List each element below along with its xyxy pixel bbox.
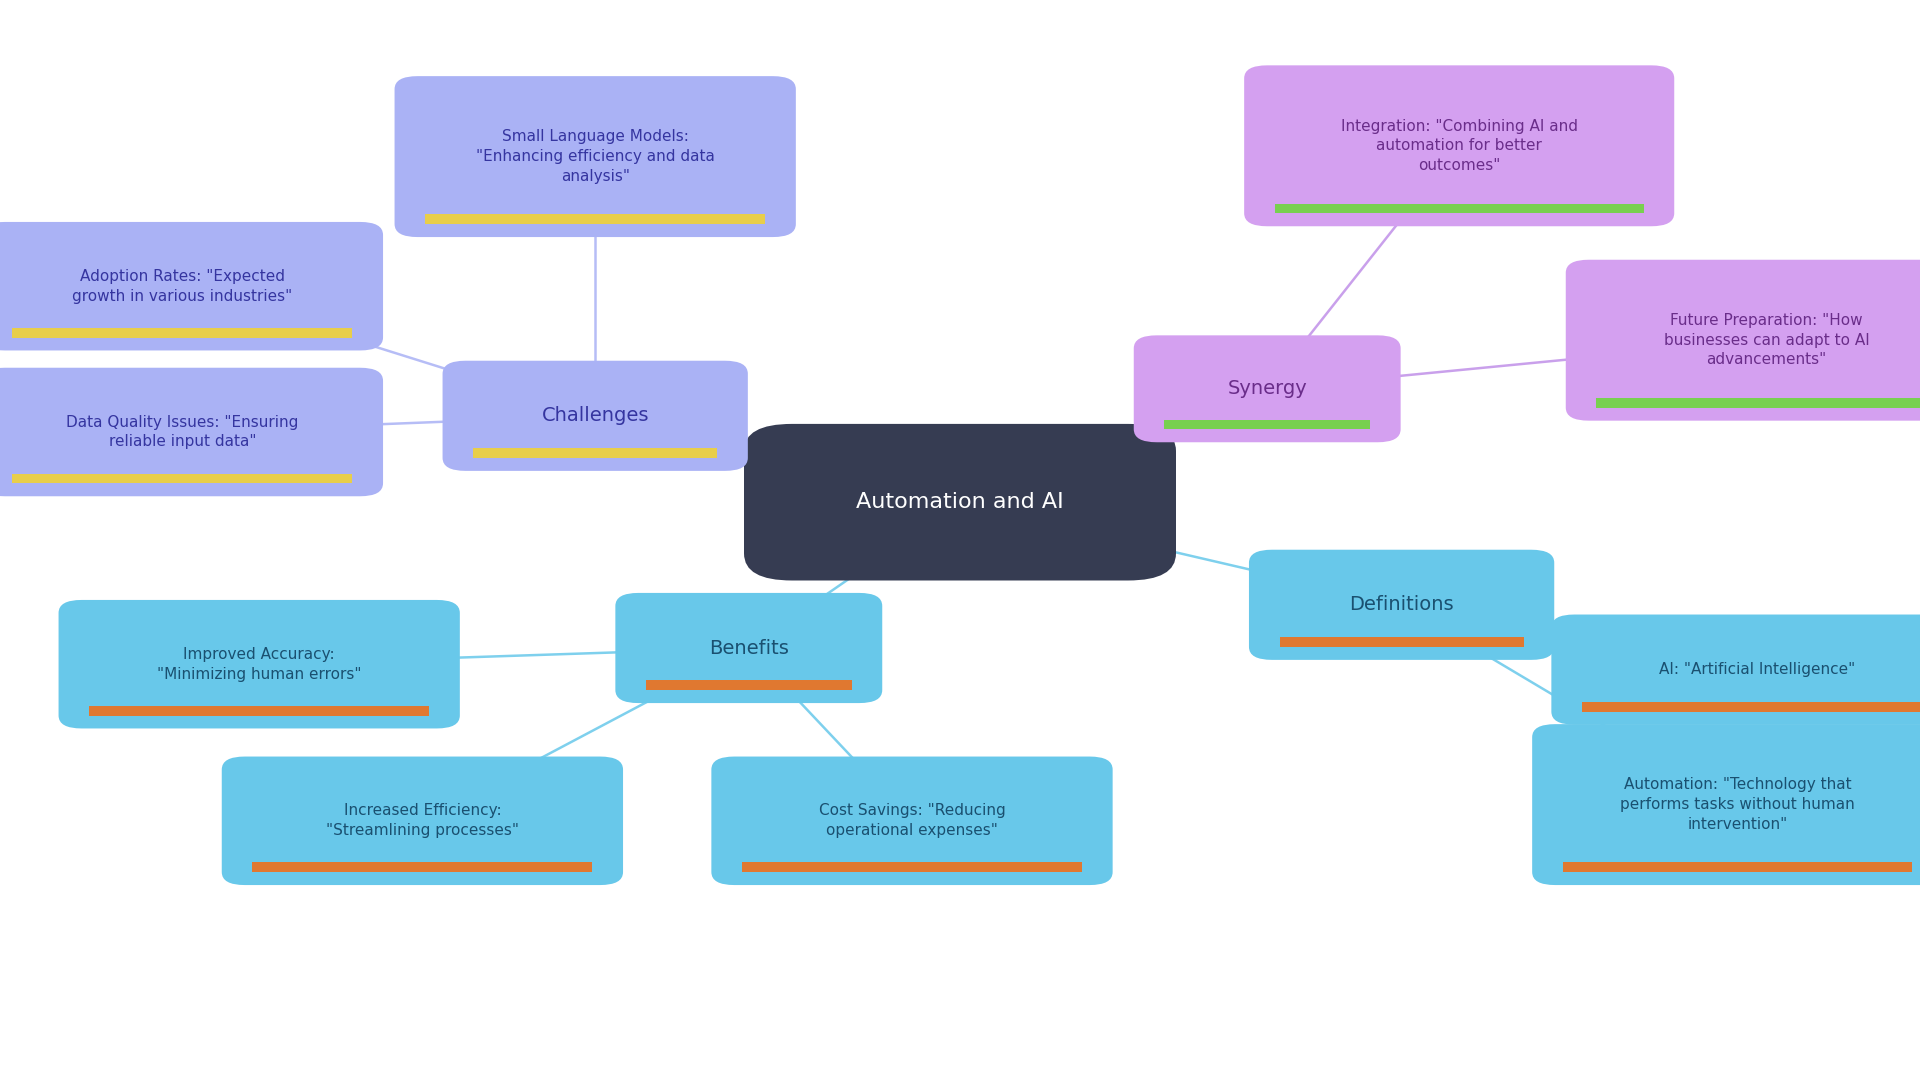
Text: Improved Accuracy:
"Minimizing human errors": Improved Accuracy: "Minimizing human err… xyxy=(157,647,361,681)
FancyBboxPatch shape xyxy=(0,367,382,497)
FancyBboxPatch shape xyxy=(223,756,622,886)
Bar xyxy=(1563,862,1912,873)
Bar xyxy=(253,862,591,873)
Text: Future Preparation: "How
businesses can adapt to AI
advancements": Future Preparation: "How businesses can … xyxy=(1663,313,1870,367)
FancyBboxPatch shape xyxy=(1551,615,1920,725)
Text: Benefits: Benefits xyxy=(708,638,789,658)
Text: Integration: "Combining AI and
automation for better
outcomes": Integration: "Combining AI and automatio… xyxy=(1340,119,1578,173)
Text: Challenges: Challenges xyxy=(541,406,649,426)
FancyBboxPatch shape xyxy=(1567,259,1920,420)
Text: Increased Efficiency:
"Streamlining processes": Increased Efficiency: "Streamlining proc… xyxy=(326,804,518,838)
Bar xyxy=(426,214,764,225)
Text: Cost Savings: "Reducing
operational expenses": Cost Savings: "Reducing operational expe… xyxy=(818,804,1006,838)
FancyBboxPatch shape xyxy=(442,361,747,471)
FancyBboxPatch shape xyxy=(396,76,795,238)
Bar xyxy=(1582,702,1920,712)
FancyBboxPatch shape xyxy=(1248,550,1555,660)
FancyBboxPatch shape xyxy=(1532,724,1920,886)
Text: Automation: "Technology that
performs tasks without human
intervention": Automation: "Technology that performs ta… xyxy=(1620,778,1855,832)
Text: Adoption Rates: "Expected
growth in various industries": Adoption Rates: "Expected growth in vari… xyxy=(73,269,292,303)
FancyBboxPatch shape xyxy=(710,756,1112,886)
Text: Small Language Models:
"Enhancing efficiency and data
analysis": Small Language Models: "Enhancing effici… xyxy=(476,130,714,184)
Text: Synergy: Synergy xyxy=(1227,379,1308,399)
Bar xyxy=(13,328,353,337)
Bar xyxy=(1164,419,1371,429)
Bar xyxy=(645,680,852,690)
Bar xyxy=(1279,637,1524,647)
Text: Definitions: Definitions xyxy=(1350,595,1453,615)
Text: AI: "Artificial Intelligence": AI: "Artificial Intelligence" xyxy=(1659,662,1855,677)
FancyBboxPatch shape xyxy=(0,222,382,350)
Bar xyxy=(472,448,718,458)
Text: Automation and AI: Automation and AI xyxy=(856,492,1064,512)
Bar xyxy=(13,473,353,483)
Text: Data Quality Issues: "Ensuring
reliable input data": Data Quality Issues: "Ensuring reliable … xyxy=(65,415,300,449)
FancyBboxPatch shape xyxy=(60,600,461,728)
FancyBboxPatch shape xyxy=(1244,65,1674,226)
Bar xyxy=(1597,397,1920,407)
FancyBboxPatch shape xyxy=(614,593,883,703)
Bar xyxy=(1275,203,1644,213)
FancyBboxPatch shape xyxy=(1133,335,1402,443)
FancyBboxPatch shape xyxy=(743,423,1175,581)
Bar xyxy=(90,706,430,715)
Bar xyxy=(741,862,1081,873)
